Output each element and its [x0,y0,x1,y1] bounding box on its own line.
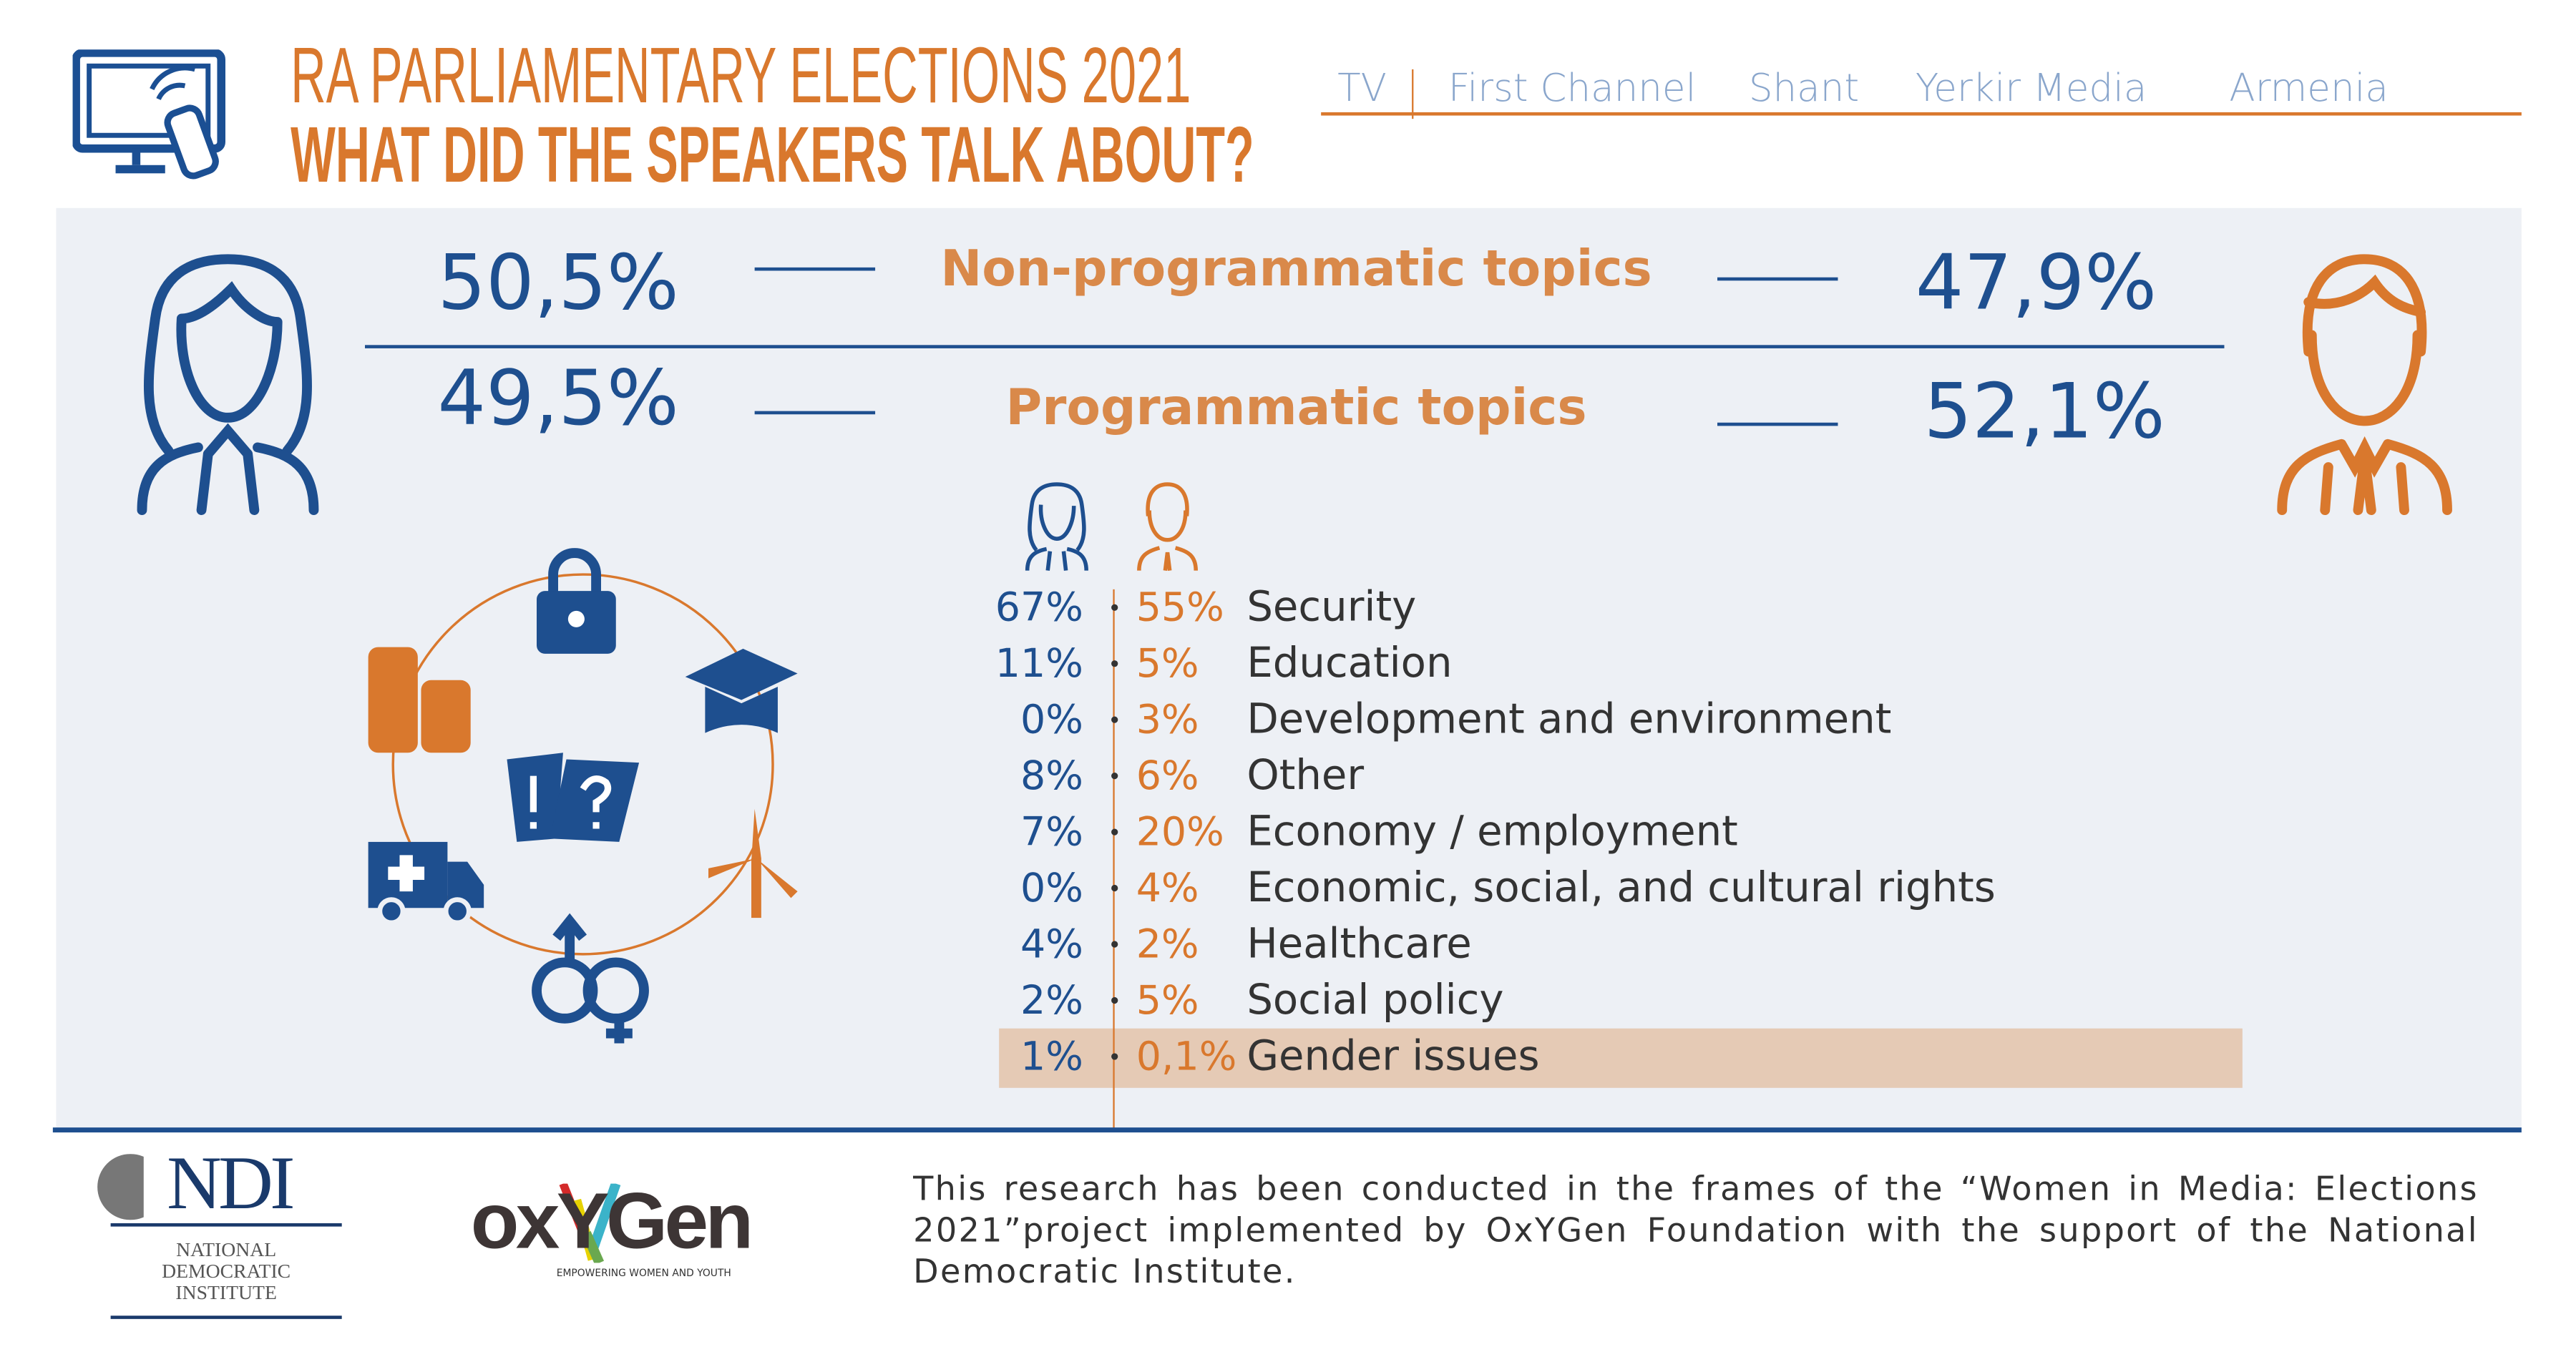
wind-turbine-icon [708,808,798,919]
coins-icon [368,647,471,753]
topic-row: 67% 55% Security [0,579,2576,635]
title-line1: RA PARLIAMENTARY ELECTIONS 2021 [291,33,1191,121]
bullet [1111,773,1118,780]
footer-text: This research has been conducted in the … [913,1168,2479,1291]
topic-label: Development and environment [1246,695,1892,743]
men-share: 3% [1136,696,1199,743]
gender-symbols-icon [532,913,649,1044]
topic-label: Other [1246,751,1365,799]
programmatic-label: Programmatic topics [1005,379,1587,438]
ndi-line3: INSTITUTE [175,1280,277,1305]
bullet [1111,604,1118,611]
men-share: 20% [1136,808,1224,856]
channel-shant: Shant [1748,67,1860,111]
divider-dash [1717,422,1838,426]
men-share: 2% [1136,921,1199,968]
summary-divider [365,345,2225,348]
bullet [1111,1053,1118,1060]
topic-row: 4% 2% Healthcare [0,916,2576,972]
bullet [1111,884,1118,892]
women-non-programmatic-value: 50,5% [437,237,679,327]
divider-dash [754,267,876,271]
divider-dash [754,411,876,415]
women-share: 0% [1020,696,1083,743]
header-underline [1321,112,2522,116]
men-share: 5% [1136,640,1199,687]
men-share: 55% [1136,584,1224,631]
woman-small-icon [1025,482,1088,571]
media-type-label: TV [1337,67,1387,111]
women-share: 4% [1020,921,1083,968]
graduation-cap-icon [685,648,798,733]
ndi-abbr: NDI [167,1140,295,1225]
topics-wheel-illustration [368,548,798,1044]
topic-row: 11% 5% Education [0,635,2576,691]
women-share: 1% [1020,1033,1083,1080]
men-share: 6% [1136,753,1199,799]
channel-first-channel: First Channel [1448,67,1697,111]
bullet [1111,996,1118,1004]
topic-label: Education [1246,639,1453,687]
topic-row: 7% 20% Economy / employment [0,804,2576,860]
bullet [1111,941,1118,948]
men-non-programmatic-value: 47,9% [1915,237,2157,327]
men-share: 5% [1136,977,1199,1024]
topic-row: 2% 5% Social policy [0,972,2576,1028]
topic-label: Social policy [1246,975,1504,1024]
ambulance-icon [368,841,484,926]
topic-row: 0% 3% Development and environment [0,692,2576,748]
topic-label: Economic, social, and cultural rights [1246,863,1996,911]
ndi-line2: DEMOCRATIC [162,1259,291,1283]
separator [1412,69,1414,119]
oxygen-tagline: EMPOWERING WOMEN AND YOUTH [556,1268,731,1280]
non-programmatic-label: Non-programmatic topics [940,240,1652,299]
divider-dash [1717,277,1838,281]
bullet [1111,828,1118,836]
topic-row: 0% 4% Economic, social, and cultural right… [0,860,2576,916]
women-share: 7% [1020,808,1083,856]
women-share: 0% [1020,865,1083,911]
men-share: 4% [1136,865,1199,911]
women-share: 2% [1020,977,1083,1024]
bullet [1111,716,1118,723]
men-programmatic-value: 52,1% [1923,366,2165,456]
channel-yerkir-media: Yerkir Media [1915,67,2147,111]
topic-label: Security [1246,582,1417,631]
highlight-gender-issues [999,1028,2243,1088]
oxygen-logo: oxYGen EMPOWERING WOMEN AND YOUTH [471,1180,776,1283]
women-share: 11% [995,640,1083,687]
lock-icon [537,548,616,654]
title-line2: WHAT DID THE SPEAKERS TALK ABOUT? [291,112,1254,200]
tv-remote-icon [72,49,225,180]
column-divider [1113,589,1115,1130]
ndi-line1: NATIONAL [176,1238,277,1262]
globe-icon [97,1154,144,1220]
women-share: 8% [1020,753,1083,799]
content-panel [56,207,2522,1130]
topic-row: 8% 6% Other [0,748,2576,803]
woman-icon [137,254,319,516]
topic-row-highlighted: 1% 0,1% Gender issues [0,1029,2576,1084]
topic-label: Economy / employment [1246,807,1738,856]
men-share: 0,1% [1136,1033,1237,1080]
logo-rule [110,1316,342,1319]
women-programmatic-value: 49,5% [437,353,679,443]
bullet [1111,660,1118,667]
question-exclamation-icon [507,753,640,842]
man-small-icon [1137,482,1198,571]
topic-label: Healthcare [1246,919,1472,968]
logo-rule [110,1223,342,1227]
oxygen-wordmark: oxYGen [470,1178,754,1267]
ndi-logo: NDI NATIONAL DEMOCRATIC INSTITUTE [94,1140,346,1323]
channel-armenia: Armenia [2229,67,2389,111]
man-icon [2277,254,2452,516]
footer-divider [52,1127,2522,1133]
topic-label: Gender issues [1246,1032,1540,1080]
women-share: 67% [995,584,1083,631]
oxygen-y-mark [559,1183,621,1263]
